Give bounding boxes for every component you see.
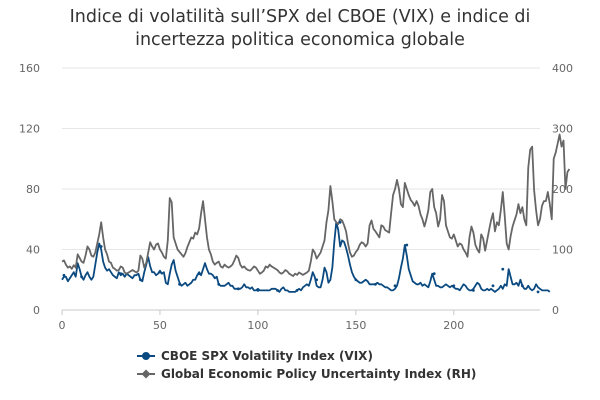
vix-data-point	[452, 284, 456, 288]
x-tick-label: 150	[345, 319, 366, 332]
x-tick-label: 0	[59, 319, 66, 332]
vix-data-point	[138, 278, 142, 282]
vix-data-point	[354, 278, 358, 282]
vix-data-point	[276, 288, 279, 292]
legend-marker-circle-icon	[142, 352, 150, 360]
vix-data-point	[178, 282, 181, 286]
vix-data-point	[99, 245, 103, 248]
vix-data-point	[501, 267, 505, 271]
y-right-tick-label: 100	[552, 244, 573, 257]
vix-data-point	[80, 275, 83, 279]
chart-title: Indice di volatilità sull’SPX del CBOE (…	[0, 6, 600, 52]
legend-item: Global Economic Policy Uncertainty Index…	[137, 367, 476, 381]
vix-data-point	[119, 272, 123, 276]
legend-marker-diamond-icon	[141, 369, 151, 379]
legend-label-vix: CBOE SPX Volatility Index (VIX)	[161, 349, 373, 363]
x-tick-label: 100	[247, 319, 268, 332]
vix-data-point	[393, 284, 397, 288]
vix-data-point	[256, 288, 260, 292]
y-right-tick-label: 200	[552, 183, 573, 196]
vix-data-point	[491, 284, 495, 288]
y-left-tick-label: 160	[19, 62, 40, 75]
epu-series-line	[61, 133, 571, 278]
y-right-tick-label: 0	[552, 304, 559, 317]
x-tick-label: 50	[153, 319, 167, 332]
y-left-tick-label: 120	[19, 123, 40, 136]
vix-data-point	[374, 282, 377, 286]
vix-data-point	[236, 287, 240, 291]
chart-title-line-2: incertezza politica economica globale	[135, 30, 465, 50]
vix-data-point	[217, 282, 221, 286]
vix-data-point	[62, 273, 66, 277]
vix-data-point	[536, 290, 540, 294]
y-left-tick-label: 40	[26, 244, 40, 257]
y-left-tick-label: 0	[33, 304, 40, 317]
y-right-tick-label: 300	[552, 123, 573, 136]
vix-data-point	[295, 288, 299, 292]
x-tick-label: 200	[443, 319, 464, 332]
vix-data-point	[158, 270, 162, 274]
vix-data-point	[338, 220, 342, 224]
legend-label-epu: Global Economic Policy Uncertainty Index…	[161, 367, 476, 381]
chart-title-line-1: Indice di volatilità sull’SPX del CBOE (…	[69, 7, 531, 27]
vix-data-point	[471, 288, 475, 292]
legend-item: CBOE SPX Volatility Index (VIX)	[137, 349, 373, 363]
vix-data-point	[520, 284, 524, 288]
y-left-tick-label: 80	[26, 183, 40, 196]
vix-data-point	[315, 278, 319, 282]
legend: CBOE SPX Volatility Index (VIX) Global Ec…	[137, 349, 476, 381]
vix-data-point	[405, 243, 409, 247]
vix-series-line	[61, 221, 551, 293]
y-right-tick-label: 400	[552, 62, 573, 75]
vix-data-point	[197, 272, 201, 276]
vix-data-point	[432, 272, 436, 276]
